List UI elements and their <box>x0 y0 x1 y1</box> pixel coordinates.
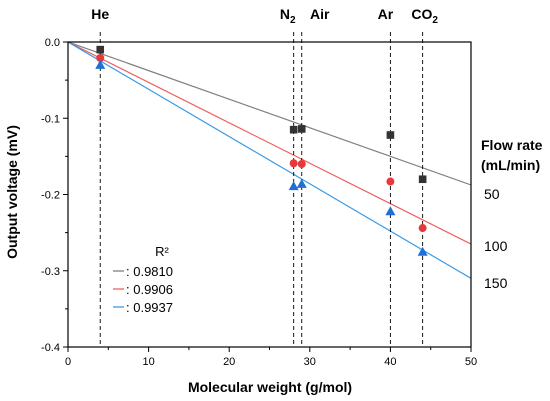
fit-line-50 <box>68 42 471 186</box>
x-tick-label-20: 20 <box>223 356 235 368</box>
x-tick-label-10: 10 <box>142 356 154 368</box>
data-point-150-2 <box>296 178 307 188</box>
data-point-100-2 <box>297 160 306 168</box>
data-point-100-1 <box>289 159 298 168</box>
fit-line-150 <box>68 42 471 279</box>
flow-rate-title-line2: (mL/min) <box>481 157 540 173</box>
data-point-50-4 <box>418 175 427 184</box>
plot-area <box>68 42 471 279</box>
data-point-150-1 <box>288 181 299 191</box>
y-tick-label-3: -0.3 <box>41 266 60 278</box>
data-point-50-1 <box>289 125 298 134</box>
fit-line-100 <box>68 42 471 245</box>
data-point-150-4 <box>417 246 428 256</box>
data-point-100-3 <box>386 177 395 186</box>
legend-r2-100: : 0.9906 <box>126 282 173 297</box>
flow-rate-label-100: 100 <box>484 238 508 254</box>
x-tick-label-0: 0 <box>65 356 71 368</box>
data-point-100-0 <box>96 54 105 63</box>
data-point-50-2 <box>297 125 306 133</box>
x-axis-title: Molecular weight (g/mol) <box>188 379 352 395</box>
gas-label-co2: CO2 <box>411 6 438 26</box>
data-point-150-0 <box>95 59 106 69</box>
y-tick-label-2: -0.2 <box>41 190 60 202</box>
data-point-150-3 <box>385 206 396 216</box>
legend: R² : 0.9810 : 0.9906 : 0.9937 <box>113 244 173 315</box>
x-tick-label-40: 40 <box>384 356 396 368</box>
data-point-50-3 <box>386 131 395 139</box>
data-point-50-0 <box>96 45 105 54</box>
flow-rate-label-150: 150 <box>484 275 508 291</box>
legend-title: R² <box>155 244 169 259</box>
legend-r2-150: : 0.9937 <box>126 300 173 315</box>
flow-rate-title-line1: Flow rate <box>481 137 543 153</box>
axes: 0 10 20 30 40 50 0.0 -0.1 -0.2 -0.3 -0.4 <box>41 37 477 368</box>
gas-label-ar: Ar <box>378 6 394 22</box>
gas-label-he: He <box>91 6 109 22</box>
data-point-100-4 <box>418 224 427 233</box>
legend-r2-50: : 0.9810 <box>126 264 173 279</box>
y-tick-label-0: 0.0 <box>45 37 60 49</box>
flow-rate-label-50: 50 <box>484 186 500 202</box>
gas-label-n2: N2 <box>280 6 296 26</box>
x-tick-label-30: 30 <box>304 356 316 368</box>
x-tick-label-50: 50 <box>465 356 477 368</box>
y-axis-title: Output voltage (mV) <box>4 125 20 259</box>
y-tick-label-1: -0.1 <box>41 113 60 125</box>
gas-label-air: Air <box>310 6 330 22</box>
y-tick-label-4: -0.4 <box>41 342 60 354</box>
